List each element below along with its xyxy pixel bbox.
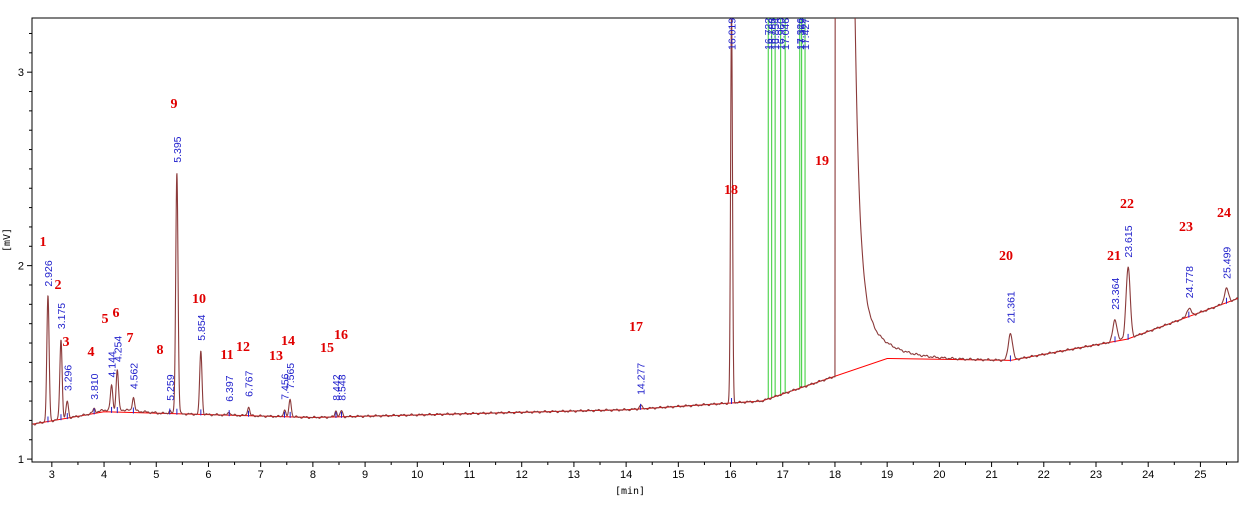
x-tick-label: 17 <box>777 469 789 481</box>
peak-number-label: 3 <box>63 335 70 350</box>
x-tick-label: 21 <box>985 469 997 481</box>
x-tick-label: 10 <box>411 469 423 481</box>
peak-number-label: 15 <box>320 341 334 356</box>
peak-marker-group <box>47 297 1227 423</box>
peak-number-label: 24 <box>1217 206 1231 221</box>
retention-time-label: 25.499 <box>1221 247 1233 279</box>
x-axis-title: [min] <box>615 486 645 497</box>
y-axis-ticks: 1 2 3 <box>18 32 32 466</box>
x-tick-label: 8 <box>310 469 316 481</box>
x-tick-label: 20 <box>933 469 945 481</box>
y-axis-title: [mV] <box>2 228 13 252</box>
retention-time-label: 24.778 <box>1184 266 1196 298</box>
retention-time-label: 3.296 <box>62 365 74 391</box>
retention-time-label: 4.254 <box>112 336 124 362</box>
peak-number-label: 8 <box>157 343 164 358</box>
peak-number-label: 19 <box>815 154 829 169</box>
window-rt-label: 17.046 <box>780 18 792 50</box>
peak-number-label: 9 <box>171 97 178 112</box>
window-rt-label: 17.326 <box>795 18 807 50</box>
peak-number-label: 16 <box>334 328 348 343</box>
y-tick-label: 2 <box>18 261 24 273</box>
retention-time-label: 5.259 <box>165 374 177 400</box>
peak-number-label: 11 <box>220 348 233 363</box>
x-tick-label: 25 <box>1194 469 1206 481</box>
x-tick-label: 23 <box>1090 469 1102 481</box>
peak-number-label: 5 <box>102 312 109 327</box>
peak-number-label: 7 <box>127 331 134 346</box>
signal-trace-group <box>32 18 1238 426</box>
x-tick-label: 4 <box>101 469 107 481</box>
retention-time-label: 7.565 <box>285 363 297 389</box>
peak-number-label: 4 <box>88 345 95 360</box>
x-tick-label: 16 <box>724 469 736 481</box>
baseline-group <box>32 298 1238 425</box>
retention-time-label: 6.767 <box>244 370 256 396</box>
window-rt-label: 16.854 <box>770 18 782 50</box>
retention-time-label: 23.615 <box>1123 225 1135 257</box>
peak-number-label: 6 <box>113 306 120 321</box>
x-tick-label: 13 <box>568 469 580 481</box>
retention-time-label: 5.854 <box>196 314 208 340</box>
window-rt-label: 16.788 <box>767 18 779 50</box>
peak-number-label: 14 <box>281 334 295 349</box>
retention-time-label: 4.144 <box>107 351 119 377</box>
x-tick-label: 5 <box>153 469 159 481</box>
x-tick-label: 15 <box>672 469 684 481</box>
x-tick-label: 19 <box>881 469 893 481</box>
peak-number-label: 12 <box>236 340 250 355</box>
x-tick-label: 18 <box>829 469 841 481</box>
peak-number-label: 21 <box>1107 249 1121 264</box>
retention-time-label: 16.019 <box>727 18 739 50</box>
x-tick-label: 24 <box>1142 469 1154 481</box>
retention-time-label: 14.277 <box>636 363 648 395</box>
peak-number-label: 10 <box>192 292 206 307</box>
retention-time-label: 23.364 <box>1110 278 1122 310</box>
peak-number-label: 13 <box>269 349 283 364</box>
peak-number-label: 1 <box>40 235 47 250</box>
x-tick-label: 11 <box>464 469 475 481</box>
peak-number-label: 22 <box>1120 197 1134 212</box>
retention-time-label: 5.395 <box>172 136 184 162</box>
retention-time-label: 3.810 <box>89 373 101 399</box>
y-tick-label: 3 <box>18 67 24 79</box>
integration-window-lines <box>767 18 806 399</box>
x-tick-label: 7 <box>258 469 264 481</box>
x-tick-label: 6 <box>205 469 211 481</box>
x-tick-label: 9 <box>362 469 368 481</box>
signal-trace <box>32 18 1238 426</box>
plot-frame <box>31 17 1239 463</box>
y-tick-label: 1 <box>18 454 24 466</box>
x-tick-label: 3 <box>49 469 55 481</box>
retention-time-label: 8.442 <box>331 374 343 400</box>
retention-time-label: 7.456 <box>279 373 291 399</box>
window-rt-label: 17.362 <box>797 18 809 50</box>
x-tick-label: 12 <box>516 469 528 481</box>
retention-time-label: 4.562 <box>128 363 140 389</box>
retention-time-label: 3.175 <box>56 303 68 329</box>
window-rt-label: 16.722 <box>763 18 775 50</box>
window-rt-label: 16.960 <box>776 18 788 50</box>
baseline-line <box>32 298 1238 425</box>
peak-number-label: 23 <box>1179 220 1193 235</box>
retention-time-label: 2.926 <box>43 260 55 286</box>
retention-time-label: 21.361 <box>1005 291 1017 323</box>
peak-number-label: 2 <box>55 278 62 293</box>
peak-number-label: 20 <box>999 249 1013 264</box>
peak-number-label: 18 <box>724 183 738 198</box>
x-tick-label: 14 <box>620 469 632 481</box>
x-axis-ticks: 3 4 5 6 7 8 9 10 11 12 13 14 15 16 17 18 19 20 21 22 23 24 25 <box>49 462 1228 481</box>
peak-number-label: 17 <box>629 320 643 335</box>
retention-time-label: 6.397 <box>224 375 236 401</box>
retention-time-label: 8.548 <box>336 374 348 400</box>
x-tick-label: 22 <box>1038 469 1050 481</box>
window-rt-label: 17.427 <box>800 18 812 50</box>
